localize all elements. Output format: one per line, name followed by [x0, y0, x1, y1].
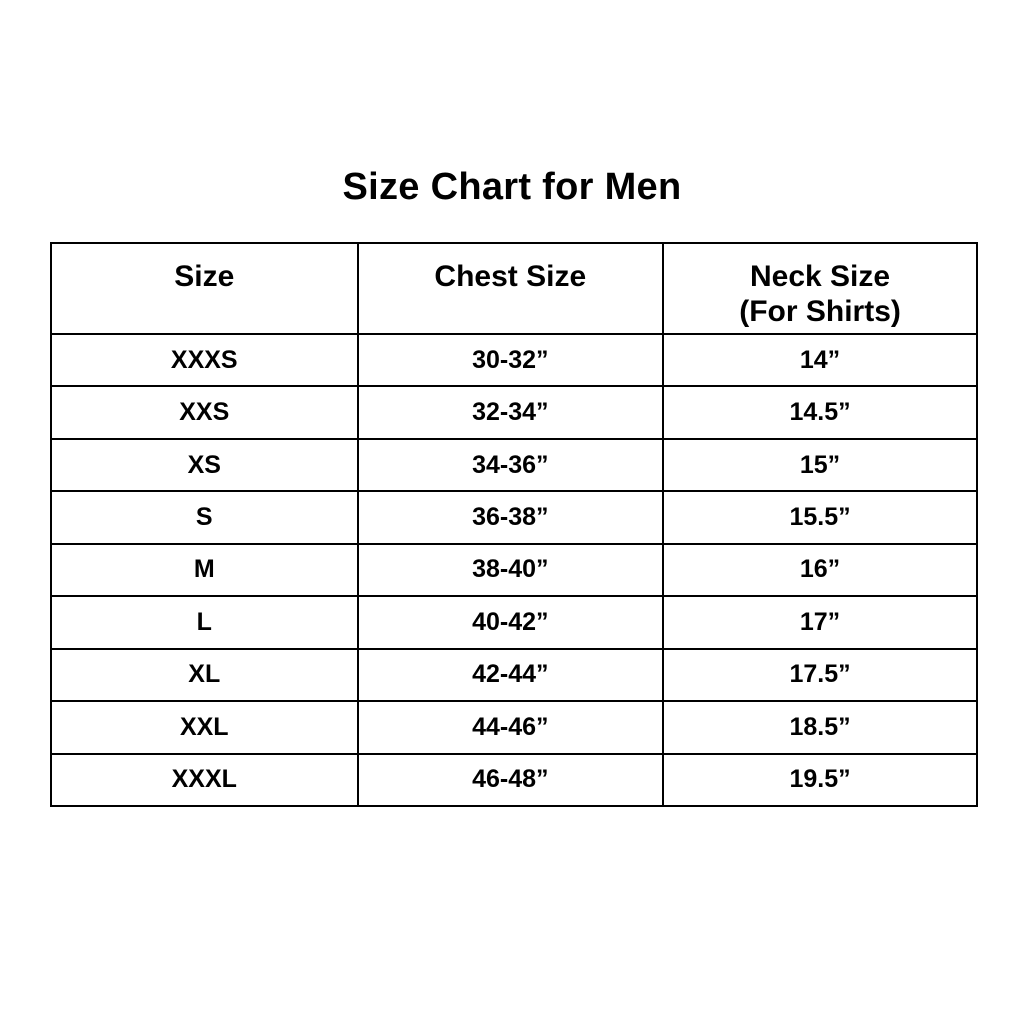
table-row: XL 42-44” 17.5”: [50, 647, 978, 703]
cell-chest: 36-38”: [356, 490, 665, 545]
size-chart-table: Size Chest Size Neck Size (For Shirts) X…: [50, 242, 978, 807]
cell-neck: 17.5”: [662, 647, 978, 703]
cell-chest: 44-46”: [356, 700, 665, 755]
table-row: S 36-38” 15.5”: [50, 490, 978, 545]
cell-chest: 46-48”: [356, 752, 665, 807]
cell-neck: 19.5”: [662, 752, 978, 807]
cell-size: M: [50, 542, 359, 598]
cell-chest: 38-40”: [356, 542, 665, 598]
cell-chest: 40-42”: [356, 595, 665, 650]
cell-neck: 17”: [662, 595, 978, 650]
table-row: M 38-40” 16”: [50, 542, 978, 598]
table-row: L 40-42” 17”: [50, 595, 978, 650]
header-chest-size-label: Chest Size: [434, 260, 587, 293]
header-neck-size: Neck Size (For Shirts): [662, 242, 978, 335]
table-row: XXL 44-46” 18.5”: [50, 700, 978, 755]
cell-chest: 42-44”: [356, 647, 665, 703]
cell-neck: 15”: [662, 437, 978, 493]
cell-size: XXXL: [50, 752, 359, 807]
cell-size: XXXS: [50, 332, 359, 388]
cell-chest: 32-34”: [356, 385, 665, 440]
header-size-label: Size: [174, 260, 235, 293]
cell-chest: 30-32”: [356, 332, 665, 388]
cell-size: XXS: [50, 385, 359, 440]
cell-size: XXL: [50, 700, 359, 755]
cell-size: XL: [50, 647, 359, 703]
header-row: Size Chest Size Neck Size (For Shirts): [50, 242, 978, 335]
header-chest-size: Chest Size: [356, 242, 665, 335]
cell-neck: 15.5”: [662, 490, 978, 545]
table-row: XXXS 30-32” 14”: [50, 332, 978, 388]
table-body: XXXS 30-32” 14” XXS 32-34” 14.5” XS 34-3…: [50, 332, 978, 807]
cell-size: L: [50, 595, 359, 650]
page-title: Size Chart for Men: [342, 166, 682, 208]
header-neck-size-sublabel: (For Shirts): [739, 294, 901, 328]
cell-neck: 16”: [662, 542, 978, 598]
table-row: XXXL 46-48” 19.5”: [50, 752, 978, 807]
header-size: Size: [50, 242, 359, 335]
cell-neck: 18.5”: [662, 700, 978, 755]
header-neck-size-label: Neck Size: [749, 260, 891, 293]
cell-chest: 34-36”: [356, 437, 665, 493]
cell-size: XS: [50, 437, 359, 493]
cell-size: S: [50, 490, 359, 545]
table-row: XXS 32-34” 14.5”: [50, 385, 978, 440]
cell-neck: 14”: [662, 332, 978, 388]
cell-neck: 14.5”: [662, 385, 978, 440]
table-row: XS 34-36” 15”: [50, 437, 978, 493]
